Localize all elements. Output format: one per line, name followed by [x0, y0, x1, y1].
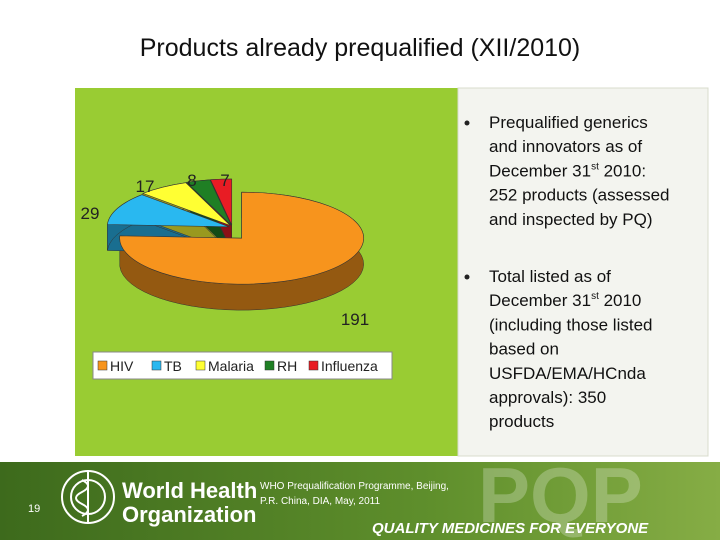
legend-label: TB: [164, 358, 182, 374]
footer-note: P.R. China, DIA, May, 2011: [260, 496, 380, 507]
bullet-text: December 31: [489, 161, 591, 180]
legend-label: RH: [277, 358, 297, 374]
bullet-text: (including those listed: [489, 315, 652, 334]
data-label: 17: [136, 177, 155, 196]
brand-mark: PQP: [478, 451, 643, 539]
bullet-text: 2010:: [599, 161, 646, 180]
legend-swatch: [308, 360, 319, 371]
pie-slice: [210, 178, 233, 226]
who-logo: [61, 470, 115, 524]
legend-label: Influenza: [321, 358, 378, 374]
pie-slice: [107, 194, 230, 228]
text-panel: [457, 87, 709, 457]
bullet-text: based on: [489, 340, 559, 359]
bullet-text: USFDA/EMA/HCnda: [489, 364, 646, 383]
legend: [92, 351, 393, 380]
pie-slice: [142, 182, 231, 226]
bullet-text: products: [489, 412, 554, 431]
bullet-text: Prequalified generics: [489, 113, 648, 132]
pie-slice: [119, 191, 364, 285]
page-number: 19: [28, 503, 40, 515]
data-label: 8: [187, 171, 196, 190]
bullet-text: December 31st 2010:: [489, 161, 646, 180]
slide-title: Products already prequalified (XII/2010): [140, 34, 581, 62]
slogan: QUALITY MEDICINES FOR EVERYONE: [372, 520, 649, 537]
data-label: 191: [341, 310, 369, 329]
legend-items: HIV TB Malaria RH Influenza: [97, 358, 378, 374]
data-label: 7: [220, 171, 229, 190]
pie-chart: 191 29 17 8 7: [81, 171, 370, 329]
org-name: Organization: [122, 502, 256, 527]
superscript: st: [591, 291, 599, 302]
bullet-text: approvals): 350: [489, 388, 606, 407]
bullet-dot: [464, 274, 470, 280]
legend-label: Malaria: [208, 358, 254, 374]
bullet-text: and innovators as of: [489, 137, 642, 156]
bullet-text: 252 products (assessed: [489, 186, 670, 205]
legend-swatch: [195, 360, 206, 371]
footer-note: WHO Prequalification Programme, Beijing,: [260, 481, 449, 492]
superscript: st: [591, 161, 599, 172]
org-name: World Health: [122, 478, 257, 503]
bullet-text: 2010: [599, 291, 642, 310]
legend-swatch: [97, 360, 108, 371]
legend-swatch: [264, 360, 275, 371]
pie-slice: [185, 179, 232, 226]
bullet-text: December 31st 2010: [489, 291, 641, 310]
bullet-dot: [464, 120, 470, 126]
data-label: 29: [81, 204, 100, 223]
bullet-text: December 31: [489, 291, 591, 310]
legend-swatch: [151, 360, 162, 371]
bullet-text: Total listed as of: [489, 267, 611, 286]
bullet-text: and inspected by PQ): [489, 210, 652, 229]
footer-band: [0, 462, 720, 540]
bullet-list: Prequalified generics and innovators as o…: [464, 113, 670, 431]
legend-label: HIV: [110, 358, 134, 374]
